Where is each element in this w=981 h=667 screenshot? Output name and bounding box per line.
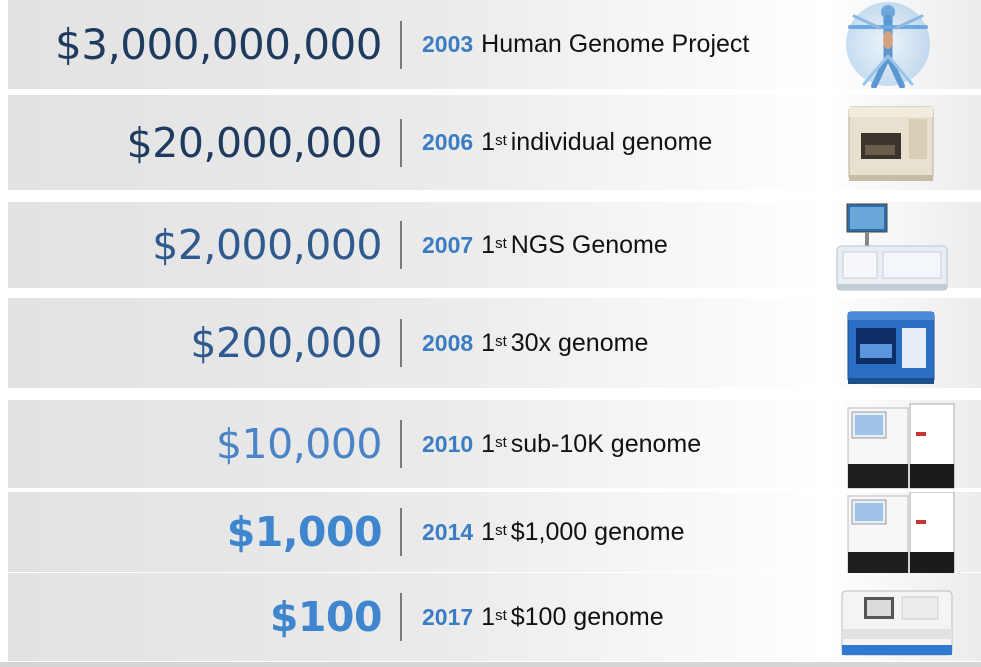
milestone-label: NGS Genome bbox=[510, 230, 668, 259]
ordinal-number: 1 bbox=[481, 602, 496, 631]
milestone-label: sub-10K genome bbox=[510, 429, 702, 458]
divider bbox=[400, 221, 402, 269]
ordinal-suffix: st bbox=[495, 332, 507, 350]
ordinal-number: 1 bbox=[481, 128, 496, 156]
blue-sequencer-icon bbox=[847, 311, 935, 384]
divider bbox=[400, 593, 402, 641]
hiseq-x-sequencer-icon bbox=[847, 492, 955, 575]
ordinal-suffix: st bbox=[495, 521, 507, 539]
milestone-label: Human Genome Project bbox=[481, 30, 750, 58]
milestone-label: $100 genome bbox=[510, 602, 664, 631]
milestone-row-2003: $3,000,000,000 2003 Human Genome Project bbox=[8, 0, 981, 89]
price-label: $10,000 bbox=[215, 420, 383, 468]
ordinal-number: 1 bbox=[481, 517, 496, 546]
ordinal-suffix: st bbox=[495, 606, 507, 624]
price-label: $20,000,000 bbox=[126, 118, 383, 167]
year-label: 2008 bbox=[422, 329, 474, 356]
divider bbox=[400, 420, 402, 468]
milestone-label: $1,000 genome bbox=[510, 517, 685, 546]
price-label: $200,000 bbox=[190, 319, 382, 367]
year-label: 2007 bbox=[422, 231, 474, 258]
divider bbox=[400, 319, 402, 367]
divider bbox=[400, 508, 402, 556]
year-label: 2010 bbox=[422, 430, 474, 457]
ordinal-number: 1 bbox=[481, 230, 496, 259]
ordinal-suffix: st bbox=[495, 132, 507, 149]
novaseq-sequencer-icon bbox=[841, 590, 953, 656]
sequencer-machine-icon bbox=[848, 106, 934, 181]
price-label: $3,000,000,000 bbox=[55, 20, 383, 69]
hiseq-sequencer-icon bbox=[847, 403, 955, 489]
ordinal-suffix: st bbox=[495, 433, 507, 451]
ordinal-number: 1 bbox=[481, 328, 496, 357]
milestone-label: individual genome bbox=[510, 128, 713, 156]
year-label: 2017 bbox=[422, 603, 474, 630]
divider bbox=[400, 20, 402, 69]
year-label: 2014 bbox=[422, 518, 474, 545]
ngs-sequencer-icon bbox=[836, 203, 948, 291]
vitruvian-man-icon bbox=[846, 2, 930, 88]
milestone-label: 30x genome bbox=[510, 328, 649, 357]
price-label: $1,000 bbox=[226, 508, 383, 556]
bottom-strip bbox=[0, 662, 981, 667]
price-label: $100 bbox=[269, 593, 383, 641]
year-label: 2006 bbox=[422, 129, 474, 155]
year-label: 2003 bbox=[422, 31, 474, 57]
ordinal-number: 1 bbox=[481, 429, 496, 458]
ordinal-suffix: st bbox=[495, 234, 507, 252]
milestone-description: 2003 Human Genome Project bbox=[422, 0, 749, 89]
price-label: $2,000,000 bbox=[152, 221, 382, 269]
divider bbox=[400, 118, 402, 167]
